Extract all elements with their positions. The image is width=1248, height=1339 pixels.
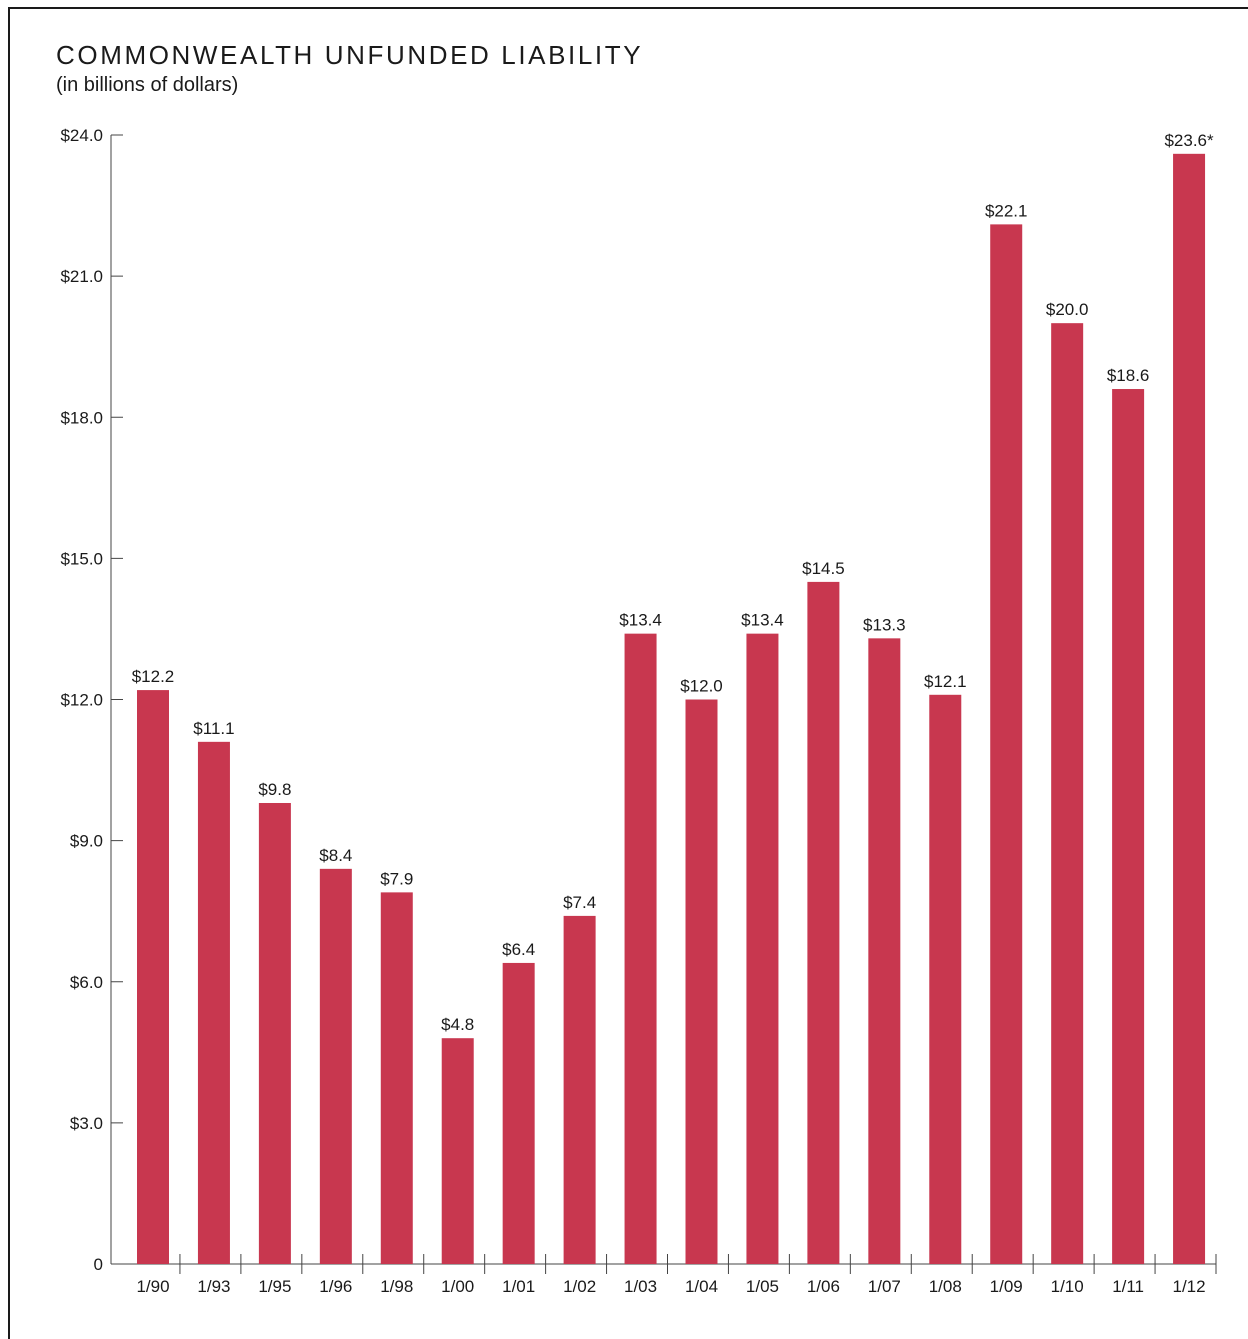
bar-value-label: $14.5 [802,559,845,578]
x-category-label: 1/12 [1173,1277,1206,1296]
bar-value-label: $11.1 [193,719,234,738]
bar [807,581,840,1264]
x-category-label: 1/05 [746,1277,779,1296]
y-tick-label: 0 [94,1255,103,1274]
bar [380,892,413,1264]
x-category-label: 1/00 [441,1277,474,1296]
x-category-label: 1/11 [1112,1277,1144,1296]
bar [746,633,779,1264]
bar-value-label: $8.4 [319,846,352,865]
bar-value-label: $13.4 [619,611,662,630]
x-category-label: 1/03 [624,1277,657,1296]
x-category-label: 1/04 [685,1277,718,1296]
bar-value-label: $13.3 [863,615,906,634]
bar-value-label: $4.8 [441,1015,474,1034]
y-tick-label: $3.0 [70,1114,103,1133]
bar-value-label: $12.2 [132,667,175,686]
y-tick-label: $9.0 [70,832,103,851]
bar-value-label: $7.4 [563,893,596,912]
y-tick-label: $18.0 [60,408,103,427]
bar-value-label: $7.9 [380,869,413,888]
bar [990,224,1023,1265]
bar [868,638,901,1264]
bar [929,694,962,1264]
bar [685,699,718,1264]
bar-value-label: $12.1 [924,672,967,691]
y-tick-label: $21.0 [60,267,103,286]
bar-value-label: $13.4 [741,611,784,630]
x-category-label: 1/90 [136,1277,169,1296]
y-tick-label: $6.0 [70,973,103,992]
x-category-label: 1/07 [868,1277,901,1296]
y-tick-label: $15.0 [60,549,103,568]
y-tick-label: $12.0 [60,691,103,710]
bar [502,962,535,1264]
x-category-label: 1/95 [258,1277,291,1296]
x-category-label: 1/09 [990,1277,1023,1296]
x-category-label: 1/02 [563,1277,596,1296]
chart-subtitle: (in billions of dollars) [56,74,239,96]
bar-value-label: $18.6 [1107,366,1150,385]
x-category-label: 1/96 [319,1277,352,1296]
bar [258,802,291,1264]
bar [441,1038,474,1264]
bar-value-label: $22.1 [985,201,1028,220]
bar [137,690,169,1264]
bar-value-label: $6.4 [502,940,535,959]
x-category-label: 1/93 [197,1277,230,1296]
bar [563,915,596,1264]
y-tick-label: $24.0 [60,126,103,145]
bar [1051,323,1084,1265]
chart-title: COMMONWEALTH UNFUNDED LIABILITY [56,40,644,70]
bar-value-label: $20.0 [1046,300,1089,319]
bar [1112,389,1145,1264]
chart-frame [8,7,1248,1339]
x-category-label: 1/08 [929,1277,962,1296]
x-category-label: 1/10 [1051,1277,1084,1296]
bar [197,741,230,1264]
bar [1173,153,1206,1265]
bar-value-label: $9.8 [258,780,291,799]
x-category-label: 1/01 [502,1277,535,1296]
bar [624,633,657,1264]
bar [319,868,352,1264]
x-category-label: 1/06 [807,1277,840,1296]
x-category-label: 1/98 [380,1277,413,1296]
bar-value-label: $12.0 [680,677,723,696]
bar-value-label: $23.6* [1164,131,1214,150]
